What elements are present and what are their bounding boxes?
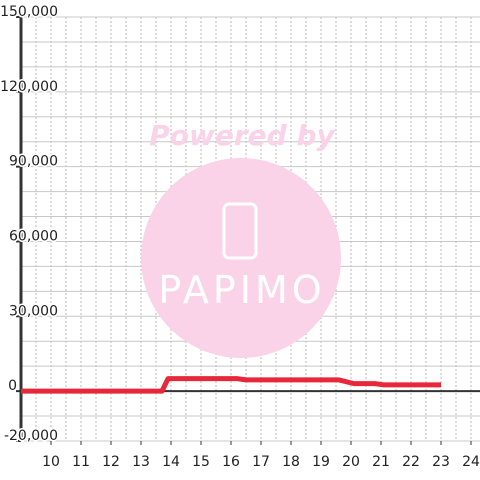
x-tick-label: 11 — [72, 454, 90, 470]
x-tick-label: 17 — [252, 454, 270, 470]
watermark-logo: PAPIMO — [158, 268, 325, 312]
y-tick-label: -20,000 — [4, 428, 58, 444]
y-tick-label: 60,000 — [9, 228, 58, 244]
watermark: Powered by PAPIMO — [141, 119, 341, 358]
x-tick-label: 21 — [372, 454, 390, 470]
x-tick-label: 18 — [282, 454, 300, 470]
y-tick-label: 150,000 — [0, 4, 58, 20]
y-tick-label: 90,000 — [9, 154, 58, 170]
x-tick-label: 10 — [42, 454, 60, 470]
x-tick-label: 15 — [192, 454, 210, 470]
y-tick-label: 30,000 — [9, 303, 58, 319]
x-tick-label: 13 — [132, 454, 150, 470]
x-tick-label: 22 — [402, 454, 420, 470]
x-tick-label: 12 — [102, 454, 120, 470]
line — [21, 376, 441, 394]
x-tick-label: 19 — [312, 454, 330, 470]
x-tick-label: 23 — [432, 454, 450, 470]
x-tick-label: 16 — [222, 454, 240, 470]
x-tick-label: 24 — [462, 454, 480, 470]
watermark-phone — [222, 202, 258, 260]
x-tick-label: 20 — [342, 454, 360, 470]
y-tick-label: 0 — [8, 378, 17, 394]
watermark-text: Powered by — [149, 119, 336, 152]
x-tick-label: 14 — [162, 454, 180, 470]
y-tick-label: 120,000 — [0, 79, 58, 95]
